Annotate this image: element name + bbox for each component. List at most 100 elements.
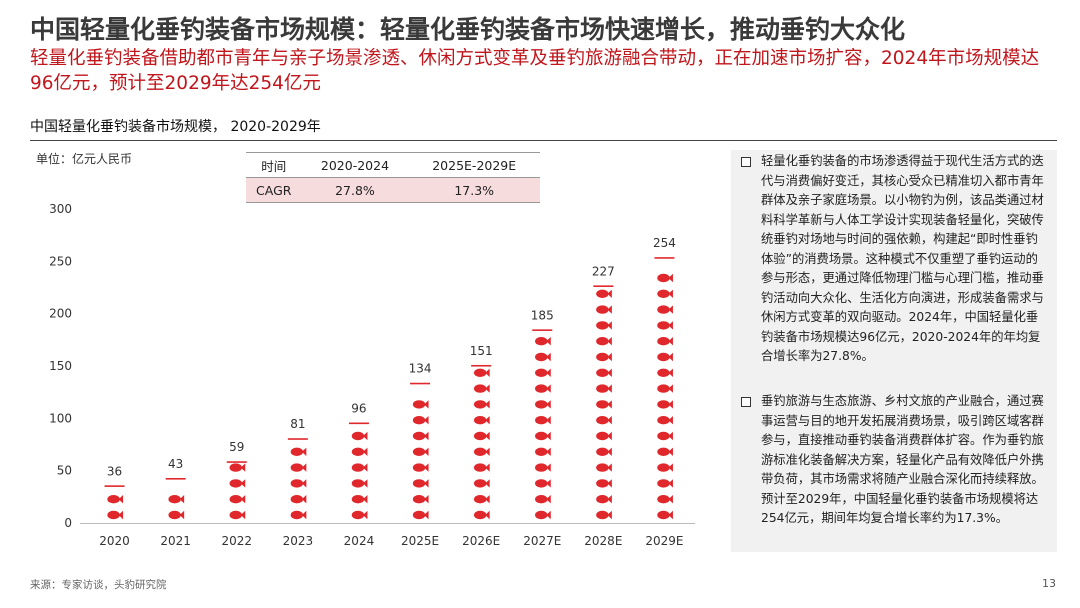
fish-icon [412,416,429,425]
fish-icon [473,400,490,409]
data-label: 36 [107,464,122,478]
fish-icon [535,431,551,441]
cagr-value-row: CAGR 27.8% 17.3% [246,177,540,203]
bar-cap [471,364,492,367]
fish-icon [351,447,368,456]
fish-icon [412,431,429,441]
fish-icon [535,368,551,377]
bar-cap [287,438,308,440]
fish-icon [596,447,612,456]
bar-cap [226,461,247,463]
y-tick-label: 0 [64,516,72,530]
y-tick-label: 250 [49,254,72,268]
bar-cap [593,285,614,288]
fish-icon [596,368,612,377]
y-tick-label: 100 [49,411,72,425]
fish-icon [535,400,551,409]
page-title: 中国轻量化垂钓装备市场规模：轻量化垂钓装备市场快速增长，推动垂钓大众化 [30,15,906,44]
cagr-header-cell: 2025E-2029E [408,152,540,178]
fish-icon [596,479,612,488]
cagr-header-cell: 2020-2024 [301,152,409,178]
fish-icon [473,368,490,377]
fish-icon [657,400,673,409]
square-bullet-icon [741,157,751,167]
fish-icon [290,463,307,472]
fish-icon [107,510,124,520]
page-number: 13 [1042,577,1056,590]
x-tick-label: 2029E [645,534,683,548]
fish-icon [535,495,551,504]
bar [165,477,186,520]
fish-icon [168,510,185,520]
fish-icon [657,321,673,330]
data-label: 254 [653,236,676,250]
fish-icon [473,495,490,504]
bar [226,461,247,520]
fish-icon [657,305,673,314]
fish-icon [290,447,307,456]
fish-icon [596,416,612,425]
bar [654,257,675,520]
fish-icon [596,289,612,298]
fish-icon [535,337,551,346]
fish-icon [412,463,429,472]
fish-icon [351,479,368,488]
fish-icon [473,479,490,488]
fish-icon [535,479,551,488]
fish-icon [290,510,307,520]
x-tick-label: 2026E [462,534,500,548]
bar [287,438,308,520]
bar-cap [410,382,431,385]
fish-icon [535,447,551,456]
fish-icon [290,479,307,488]
fish-icon [351,495,368,504]
fish-icon [535,416,551,425]
side-paragraph-text: 轻量化垂钓装备的市场渗透得益于现代生活方式的迭代与消费偏好变迁，其核心受众已精准… [761,154,1044,363]
bar-cap [104,485,125,487]
fish-icon [351,510,368,520]
data-label: 43 [168,457,183,471]
bar [532,329,553,520]
fish-icon [412,479,429,488]
fish-icon [657,495,673,504]
cagr-value-cell: CAGR [246,177,302,203]
x-tick-label: 2022 [221,534,252,548]
fish-icon [473,510,490,520]
fish-icon [351,463,368,472]
x-tick-label: 2020 [99,534,130,548]
bar [348,422,369,520]
fish-icon [596,431,612,441]
side-paragraph: 垂钓旅游与生态旅游、乡村文旅的产业融合，通过赛事运营与目的地开发拓展消费场景，吸… [741,392,1047,529]
fish-icon [596,384,612,393]
cagr-header-cell: 时间 [246,152,302,178]
side-paragraph-text: 垂钓旅游与生态旅游、乡村文旅的产业融合，通过赛事运营与目的地开发拓展消费场景，吸… [761,394,1044,525]
fish-icon [657,289,673,298]
fish-icon [657,352,673,362]
fish-icon [596,305,612,314]
data-label: 185 [531,308,554,322]
fish-icon [229,463,246,472]
data-label: 227 [592,264,615,278]
fish-icon [412,400,429,409]
fish-icon [657,447,673,456]
y-tick-label: 200 [49,307,72,321]
bar [471,364,492,520]
side-paragraph: 轻量化垂钓装备的市场渗透得益于现代生活方式的迭代与消费偏好变迁，其核心受众已精准… [741,152,1047,367]
y-tick-label: 300 [49,202,72,216]
market-size-chart: 0 50 100 150 200 250 300 36 2020 43 2021 59 2022 81 20… [49,202,695,548]
chart-title: 中国轻量化垂钓装备市场规模， 2020-2029年 [30,119,321,135]
fish-icon [596,352,612,362]
cagr-value-cell: 27.8% [301,177,409,203]
fish-icon [657,273,673,283]
fish-icon [596,463,612,472]
fish-icon [596,337,612,346]
fish-icon [657,431,673,441]
fish-icon [412,495,429,504]
bar-cap [165,477,186,480]
bar [593,285,614,520]
fish-icon [657,479,673,488]
x-tick-label: 2023 [283,534,314,548]
square-bullet-icon [741,397,751,407]
y-tick-label: 150 [49,359,72,373]
fish-icon [596,400,612,409]
